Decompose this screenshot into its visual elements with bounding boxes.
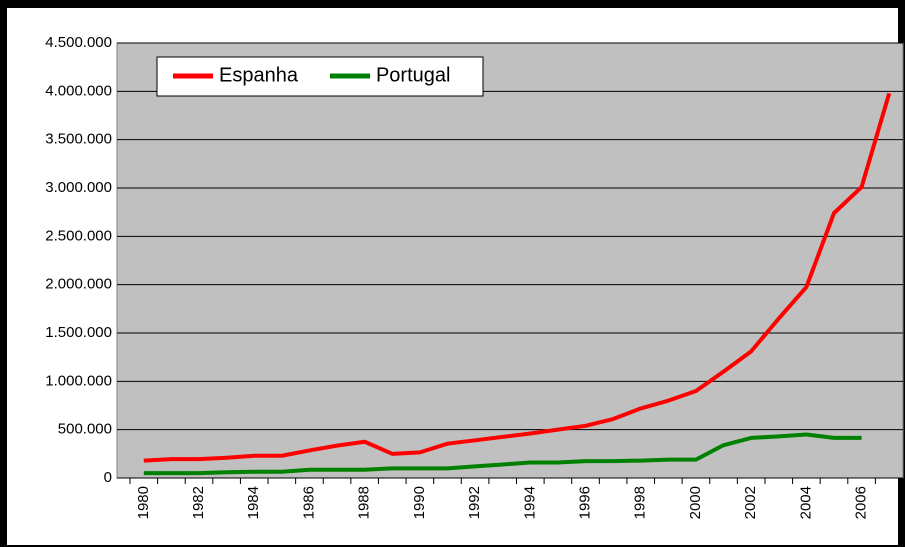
x-tick-label: 1992 (466, 486, 483, 519)
x-tick-label: 1994 (521, 486, 538, 519)
x-tick-label: 2000 (687, 486, 704, 519)
x-tick-label: 1980 (135, 486, 152, 519)
x-tick-label: 1988 (356, 486, 373, 519)
legend-label: Portugal (376, 64, 451, 86)
y-tick-label: 2.500.000 (45, 227, 112, 244)
y-tick-label: 3.000.000 (45, 179, 112, 196)
x-tick-label: 1990 (411, 486, 428, 519)
plot-area (116, 42, 904, 479)
y-tick-label: 1.000.000 (45, 372, 112, 389)
y-tick-label: 2.000.000 (45, 276, 112, 293)
x-tick-label: 1998 (632, 486, 649, 519)
x-tick-label: 1984 (245, 486, 262, 519)
y-tick-label: 4.500.000 (45, 34, 112, 51)
x-tick-label: 2004 (797, 486, 814, 519)
legend-label: Espanha (219, 64, 299, 86)
y-tick-label: 3.500.000 (45, 131, 112, 148)
series-line (143, 92, 892, 463)
x-tick-label: 2006 (853, 486, 870, 519)
x-tick-label: 1986 (300, 486, 317, 519)
x-tick-label: 2002 (742, 486, 759, 519)
series-line (143, 432, 862, 476)
x-tick-label: 1996 (576, 486, 593, 519)
y-tick-label: 1.500.000 (45, 324, 112, 341)
y-tick-label: 500.000 (58, 421, 112, 438)
y-tick-label: 0 (104, 469, 112, 486)
y-tick-label: 4.000.000 (45, 82, 112, 99)
x-tick-label: 1982 (190, 486, 207, 519)
